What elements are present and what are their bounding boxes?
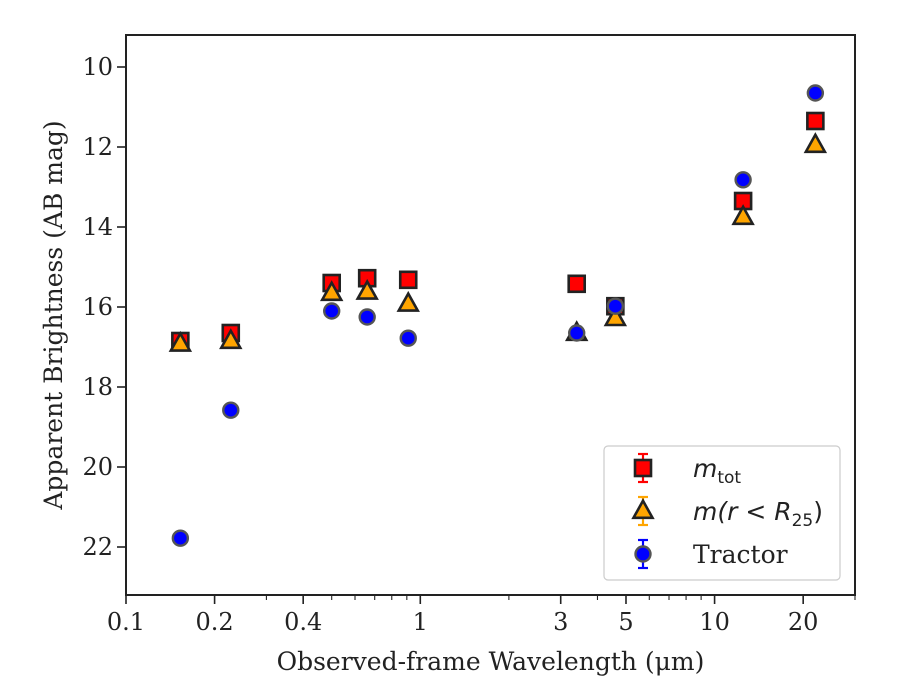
legend-label-main: Tractor: [693, 540, 788, 569]
chart-marks: [168, 84, 828, 547]
y-tick-label: 20: [82, 453, 113, 481]
y-tick-label: 12: [82, 133, 113, 161]
triangle-point: [731, 204, 755, 226]
y-tick-label: 22: [82, 533, 113, 561]
plot-frame: [125, 34, 856, 596]
x-tick-label: 5: [618, 608, 633, 636]
triangle-point: [803, 132, 828, 154]
legend-marker-circle: [634, 545, 652, 563]
x-tick-label: 0.1: [107, 608, 145, 636]
x-axis-label: Observed-frame Wavelength (μm): [277, 647, 705, 676]
legend-label: m(r < R25): [693, 497, 823, 531]
triangle-point: [355, 278, 379, 300]
square-point: [398, 270, 418, 290]
x-tick-label: 10: [699, 608, 730, 636]
legend-frame: [603, 445, 841, 581]
circle-point: [358, 308, 376, 326]
legend-marker-square: [633, 458, 653, 478]
circle-point: [323, 302, 341, 320]
legend-label-main: m(r < R: [693, 497, 792, 526]
circle-point: [171, 529, 190, 547]
triangle-point: [603, 305, 628, 327]
y-axis-ticks: 10 12 14 16 18 20 22: [82, 53, 126, 561]
square-point: [567, 274, 587, 294]
legend-label: Tractor: [693, 540, 788, 569]
legend-label-main: m: [693, 454, 717, 483]
circle-point: [606, 297, 625, 315]
circle-point: [399, 329, 417, 347]
triangle-point: [219, 328, 243, 350]
series-circle: [171, 84, 825, 547]
y-tick-label: 18: [82, 373, 113, 401]
legend-label-subscript: 25: [792, 511, 814, 531]
legend-label: mtot: [693, 454, 741, 488]
series-triangle: [168, 132, 828, 352]
x-axis-ticks: 0.1 0.2 0.4 1 3 5 10 20: [107, 595, 856, 636]
legend-label-subscript: tot: [717, 468, 741, 488]
x-tick-label: 0.2: [196, 608, 234, 636]
circle-point: [734, 171, 752, 189]
circle-point: [806, 84, 825, 102]
x-tick-label: 3: [553, 608, 568, 636]
triangle-point: [168, 330, 193, 352]
series-square: [171, 111, 825, 351]
legend-label-tail: ): [813, 497, 823, 526]
circle-point: [222, 401, 240, 419]
x-tick-label: 20: [788, 608, 819, 636]
triangle-point: [396, 290, 420, 312]
y-tick-label: 16: [82, 293, 113, 321]
legend: mtot m(r < R25) Tractor: [603, 445, 841, 581]
square-point: [806, 111, 825, 131]
legend-marker-triangle: [631, 498, 655, 520]
y-tick-label: 10: [82, 53, 113, 81]
circle-point: [568, 324, 586, 342]
x-tick-label: 0.4: [284, 608, 322, 636]
x-tick-label: 1: [413, 608, 428, 636]
y-axis-label: Apparent Brightness (AB mag): [39, 120, 68, 510]
y-tick-label: 14: [82, 213, 113, 241]
triangle-point: [319, 280, 344, 302]
